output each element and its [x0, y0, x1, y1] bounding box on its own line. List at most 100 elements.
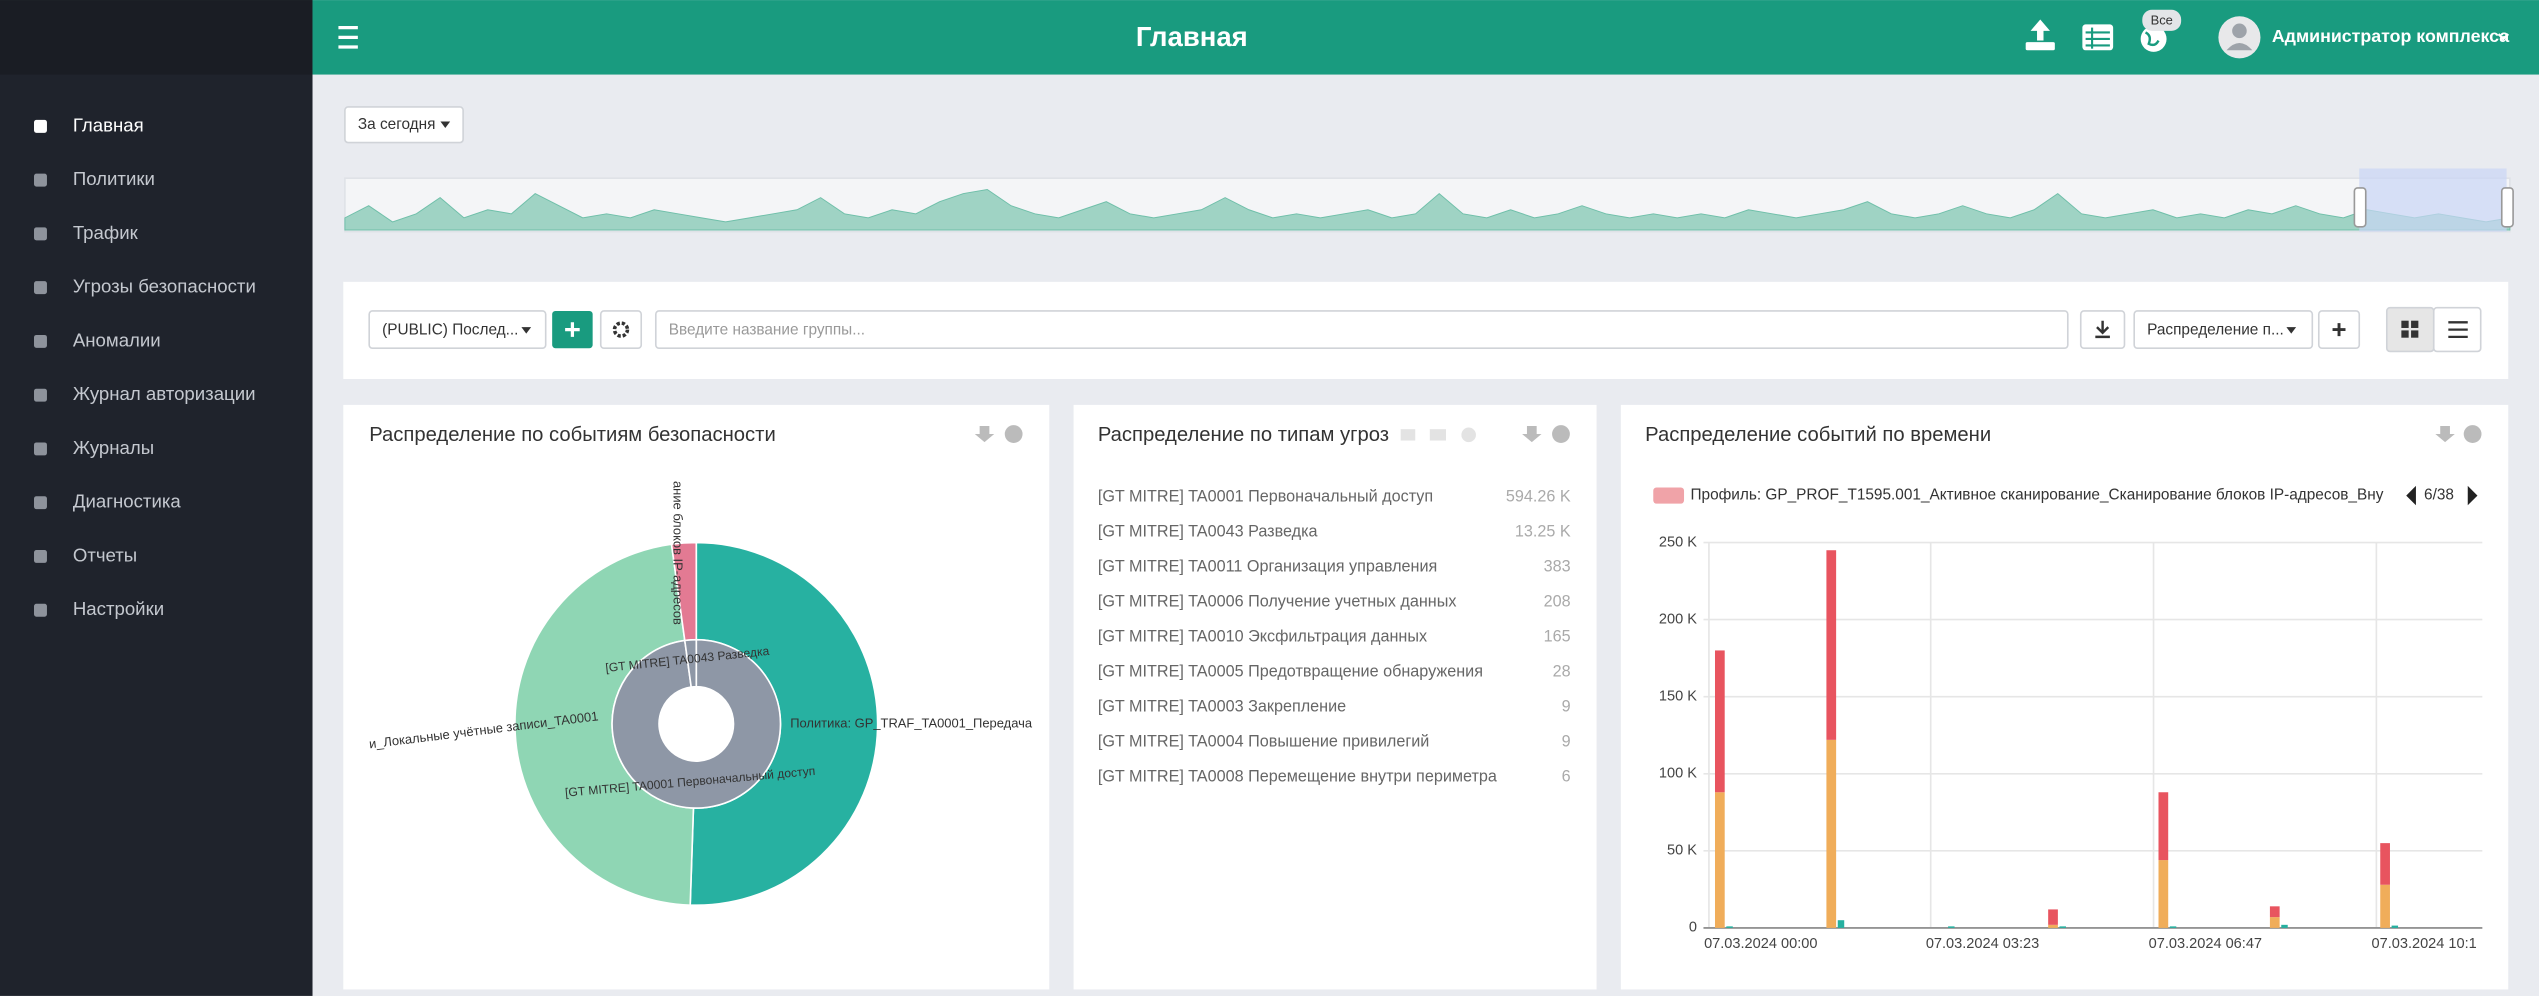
threat-label[interactable]: [GT MITRE] TA0043 Разведка — [1098, 522, 1318, 540]
header — [312, 0, 2539, 75]
bar[interactable] — [1948, 926, 1955, 928]
menu-icon — [34, 334, 47, 348]
menu-item[interactable]: Политики — [73, 168, 155, 189]
timeline-chart — [344, 189, 2511, 231]
list-view-button[interactable] — [2432, 306, 2482, 353]
bar[interactable] — [1826, 739, 1837, 928]
globe-icon[interactable]: Все — [2140, 9, 2182, 52]
threat-label[interactable]: [GT MITRE] TA0010 Эксфильтрация данных — [1098, 627, 1427, 645]
bar[interactable] — [1714, 650, 1725, 793]
bar[interactable] — [2269, 906, 2280, 918]
menu-icon — [34, 227, 47, 241]
download-button[interactable] — [2079, 310, 2126, 350]
bar[interactable] — [2281, 924, 2288, 928]
sunburst-segment[interactable] — [683, 638, 698, 688]
legend-label[interactable]: Профиль: GP_PROF_T1595.001_Активное скан… — [1691, 487, 2384, 504]
legend-prev[interactable] — [2406, 485, 2416, 506]
bar[interactable] — [2391, 925, 2399, 928]
menu-icon — [34, 496, 47, 510]
search-placeholder: Введите название группы... — [669, 321, 865, 338]
menu-item[interactable]: Аномалии — [73, 329, 161, 350]
timeline-selection[interactable] — [2359, 168, 2507, 232]
bar[interactable] — [2169, 926, 2177, 928]
y-tick-label: 200 K — [1659, 611, 1697, 627]
upload-icon[interactable] — [2025, 19, 2055, 51]
bar[interactable] — [2269, 917, 2280, 928]
badge-text: Все — [2151, 13, 2173, 28]
bar[interactable] — [1826, 550, 1837, 740]
bar[interactable] — [2048, 924, 2058, 928]
timeline-handle[interactable] — [2500, 187, 2514, 228]
panel — [1073, 404, 1597, 990]
bar[interactable] — [2059, 926, 2066, 928]
panel-title: Распределение по событиям безопасности — [369, 424, 776, 446]
bar[interactable] — [2158, 860, 2169, 928]
menu-icon — [34, 388, 47, 402]
timeline-area — [344, 189, 2511, 231]
user-menu[interactable]: Администратор комплекса — [2218, 16, 2510, 59]
header-title: Главная — [1136, 21, 1248, 52]
legend-swatch — [1653, 487, 1685, 504]
bar[interactable] — [1837, 920, 1845, 928]
threat-label[interactable]: [GT MITRE] TA0004 Повышение привилегий — [1098, 732, 1429, 750]
threat-count: 594.26 K — [1506, 487, 1571, 505]
group-settings-button[interactable] — [599, 310, 643, 350]
menu-icon — [34, 549, 47, 563]
menu-icon — [34, 281, 47, 295]
menu-item[interactable]: Журналы — [73, 437, 154, 458]
legend-next[interactable] — [2467, 485, 2478, 506]
group-select[interactable]: (PUBLIC) Послед... — [368, 310, 547, 350]
threat-label[interactable]: [GT MITRE] TA0003 Закрепление — [1098, 697, 1346, 715]
table-icon[interactable] — [2082, 24, 2114, 51]
sidebar-logo-area — [0, 0, 313, 75]
threat-label[interactable]: [GT MITRE] TA0001 Первоначальный доступ — [1098, 487, 1433, 505]
bar[interactable] — [2158, 792, 2169, 861]
group-select-label: (PUBLIC) Послед... — [382, 321, 518, 338]
bar[interactable] — [1714, 792, 1725, 928]
threat-count: 6 — [1562, 767, 1571, 785]
badge — [2142, 9, 2182, 31]
threat-count: 13.25 K — [1515, 522, 1571, 540]
add-group-button[interactable] — [552, 310, 593, 349]
panel-actions[interactable] — [974, 425, 2482, 443]
add-widget-button[interactable] — [2317, 310, 2361, 350]
threat-list: [GT MITRE] TA0001 Первоначальный доступ 5… — [1098, 487, 1571, 785]
panel-title: Распределение по типам угроз — [1098, 424, 1389, 446]
grid-view-button[interactable] — [2385, 306, 2435, 353]
y-tick-label: 50 K — [1667, 843, 1697, 859]
user-name: Администратор комплекса — [2272, 26, 2510, 46]
widget-select[interactable]: Распределение п... — [2133, 310, 2314, 350]
bar-chart: Профиль: GP_PROF_T1595.001_Активное скан… — [1653, 485, 2483, 952]
sunburst-label: Политика: GP_TRAF_TA0001_Передача — [790, 715, 1033, 730]
threat-count: 165 — [1544, 627, 1571, 645]
menu-item[interactable]: Диагностика — [73, 491, 182, 512]
threat-count: 9 — [1562, 697, 1571, 715]
menu-item[interactable]: Трафик — [73, 222, 139, 243]
menu-item[interactable]: Отчеты — [73, 544, 137, 565]
sunburst-segment[interactable] — [611, 638, 782, 809]
bar[interactable] — [2380, 884, 2390, 928]
threat-count: 208 — [1544, 592, 1571, 610]
menu-item[interactable]: Журнал авторизации — [73, 383, 256, 404]
period-label: За сегодня — [358, 116, 436, 133]
period-button[interactable]: За сегодня — [344, 106, 464, 144]
bar[interactable] — [2380, 843, 2390, 885]
menu-item[interactable]: Угрозы безопасности — [73, 276, 256, 297]
menu-item[interactable]: Настройки — [73, 598, 164, 619]
threat-label[interactable]: [GT MITRE] TA0006 Получение учетных данн… — [1098, 592, 1457, 610]
threat-label[interactable]: [GT MITRE] TA0011 Организация управления — [1098, 557, 1437, 575]
bar[interactable] — [2048, 909, 2058, 925]
panel-title: Распределение событий по времени — [1645, 424, 1991, 446]
timeline-handle[interactable] — [2353, 187, 2367, 228]
threat-label[interactable]: [GT MITRE] TA0008 Перемещение внутри пер… — [1098, 767, 1497, 785]
x-tick-label: 07.03.2024 00:00 — [1704, 936, 1817, 952]
threat-label[interactable]: [GT MITRE] TA0005 Предотвращение обнаруж… — [1098, 662, 1483, 680]
menu-item[interactable]: Главная — [73, 114, 144, 135]
menu-toggle[interactable] — [338, 25, 358, 49]
y-tick-label: 0 — [1689, 920, 1697, 936]
menu-icon — [34, 442, 47, 456]
group-search[interactable]: Введите название группы... — [654, 310, 2069, 350]
y-tick-label: 250 K — [1659, 534, 1697, 550]
bar[interactable] — [1726, 926, 1733, 928]
threat-count: 383 — [1544, 557, 1571, 575]
